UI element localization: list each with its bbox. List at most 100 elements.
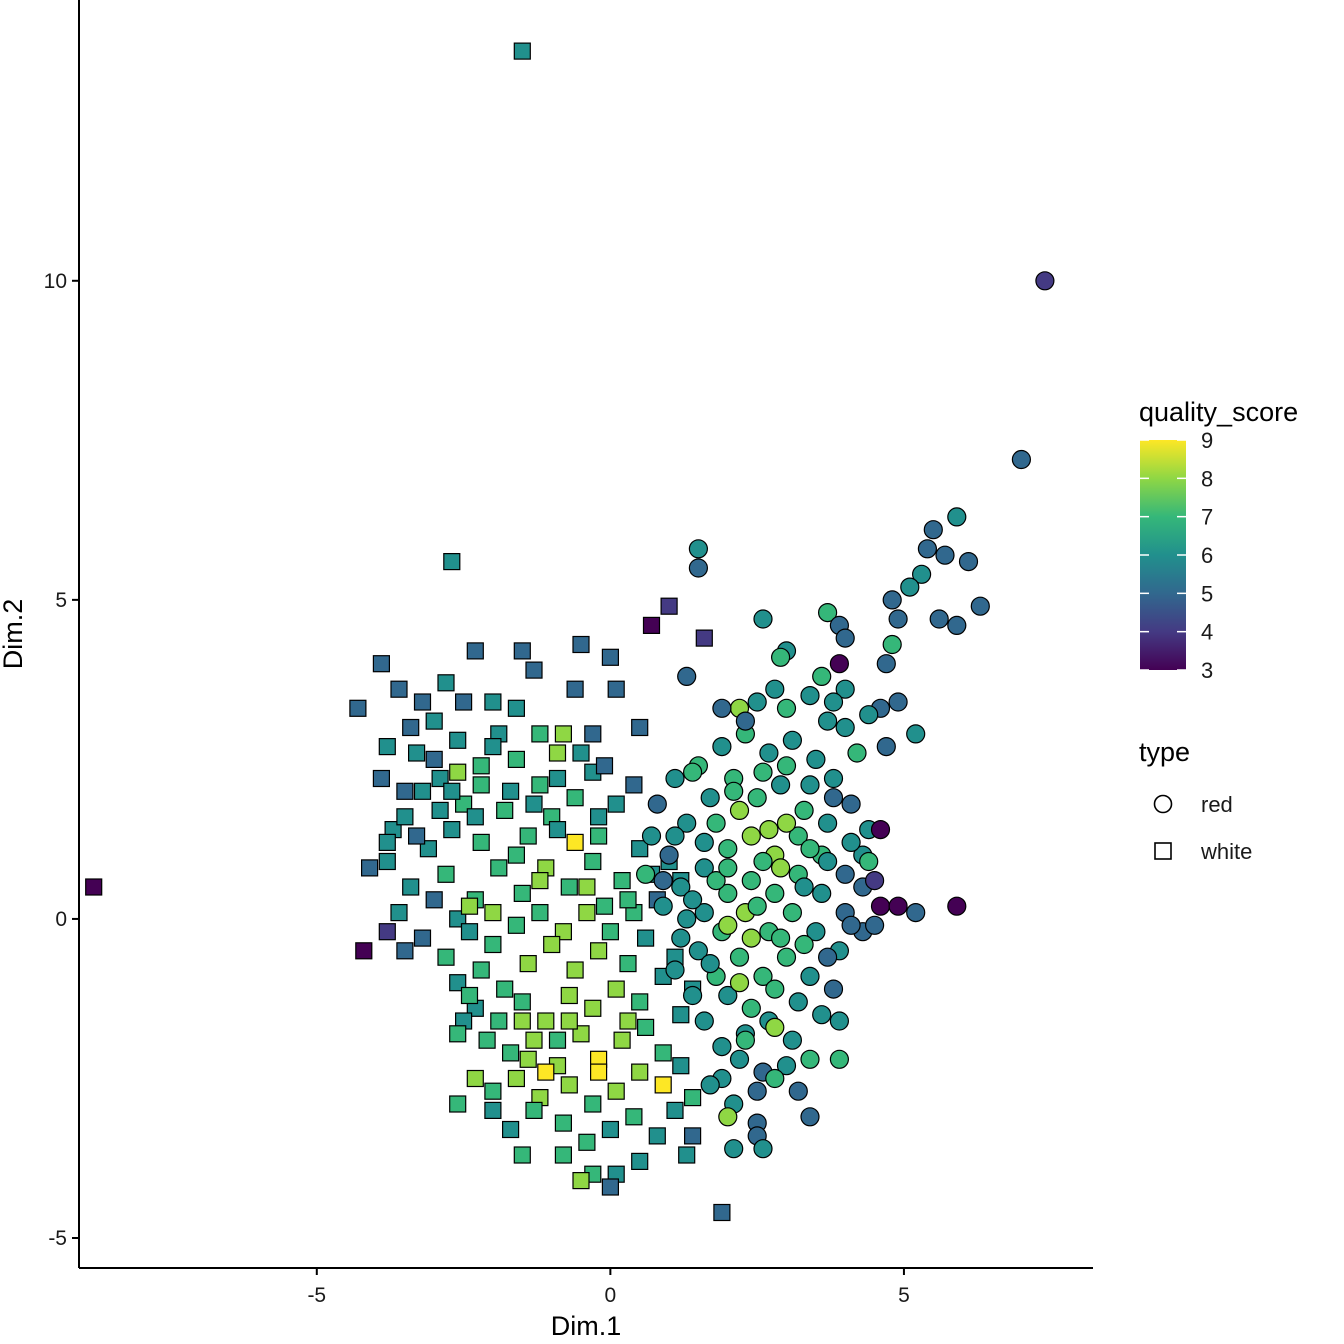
white-point <box>449 1095 467 1113</box>
white-point <box>402 718 420 737</box>
red-point <box>947 615 967 636</box>
white-point <box>619 891 637 909</box>
white-point <box>578 1133 596 1151</box>
red-point <box>747 896 767 916</box>
white-point <box>589 1063 608 1081</box>
white-point <box>660 597 678 615</box>
colorbar-tick-label: 7 <box>1201 505 1213 530</box>
white-point <box>460 986 479 1005</box>
white-point <box>572 744 590 762</box>
white-point <box>537 1012 555 1030</box>
red-point <box>688 941 709 961</box>
white-point <box>519 954 537 973</box>
red-point <box>776 698 797 718</box>
white-point <box>601 1178 620 1196</box>
red-point <box>864 870 885 891</box>
white-point <box>85 878 103 896</box>
white-point <box>554 725 573 743</box>
red-point <box>694 902 714 923</box>
white-point <box>531 776 549 794</box>
white-point <box>396 808 414 826</box>
red-point <box>788 992 808 1012</box>
white-point <box>361 859 379 877</box>
white-point <box>449 1025 467 1043</box>
red-point <box>729 800 750 821</box>
white-point <box>431 801 449 820</box>
white-point <box>572 1025 590 1043</box>
red-point <box>776 756 797 776</box>
red-point <box>823 979 844 999</box>
white-point <box>595 897 614 915</box>
red-point <box>970 596 990 616</box>
red-point <box>806 749 826 770</box>
red-point <box>677 813 697 833</box>
white-point <box>378 737 396 756</box>
red-point <box>847 743 867 763</box>
red-point <box>770 775 791 795</box>
white-point <box>601 923 620 941</box>
white-point <box>636 929 655 947</box>
white-point <box>548 820 567 839</box>
x-tick-label: 5 <box>898 1284 910 1307</box>
red-point <box>841 832 861 853</box>
white-point <box>431 769 449 788</box>
white-point <box>496 801 514 820</box>
red-point <box>765 1017 785 1038</box>
white-point <box>543 935 561 954</box>
white-point <box>507 699 525 717</box>
white-point <box>560 986 578 1005</box>
white-point <box>513 993 531 1011</box>
red-point <box>888 609 908 629</box>
white-point <box>666 1101 684 1120</box>
red-point <box>688 558 709 578</box>
red-point <box>859 851 879 872</box>
white-point <box>519 1050 537 1068</box>
white-point <box>654 1076 672 1094</box>
red-point <box>770 928 791 948</box>
red-point <box>906 902 926 923</box>
white-point <box>507 750 525 769</box>
white-point <box>713 1203 731 1222</box>
red-point <box>817 711 838 731</box>
white-point <box>589 827 608 845</box>
y-axis-title: Dim.2 <box>0 599 28 670</box>
white-point <box>472 757 490 775</box>
red-point <box>823 788 844 808</box>
white-point <box>496 980 514 998</box>
red-point <box>817 851 838 872</box>
red-point <box>753 966 773 987</box>
white-point <box>554 923 573 941</box>
white-point <box>390 903 408 922</box>
red-point <box>688 539 709 559</box>
white-point <box>554 1146 573 1164</box>
white-point <box>378 833 396 852</box>
white-point <box>484 903 502 922</box>
red-point <box>718 915 738 935</box>
white-point <box>566 680 584 698</box>
red-point <box>888 896 908 916</box>
red-point <box>817 602 838 623</box>
white-point <box>484 935 502 954</box>
white-point <box>560 1076 578 1094</box>
white-point <box>443 782 461 800</box>
red-point <box>882 634 902 655</box>
red-point <box>947 896 967 916</box>
white-point <box>525 1101 543 1120</box>
legend-label-white: white <box>1200 839 1252 864</box>
red-point <box>876 654 896 674</box>
y-ticks: -5 0 5 10 <box>44 270 79 1250</box>
red-point <box>765 679 785 699</box>
white-point <box>519 827 537 845</box>
color-legend: quality_score 3 4 5 6 7 8 9 <box>1139 397 1298 683</box>
red-point <box>929 609 949 629</box>
red-point <box>665 768 685 789</box>
red-point <box>677 909 697 929</box>
white-point <box>408 827 426 845</box>
red-point <box>718 985 738 1006</box>
white-point <box>548 1031 567 1049</box>
white-point <box>425 891 443 909</box>
white-point <box>513 642 531 660</box>
red-point <box>835 717 855 738</box>
red-point <box>770 647 791 667</box>
white-point <box>607 680 625 698</box>
